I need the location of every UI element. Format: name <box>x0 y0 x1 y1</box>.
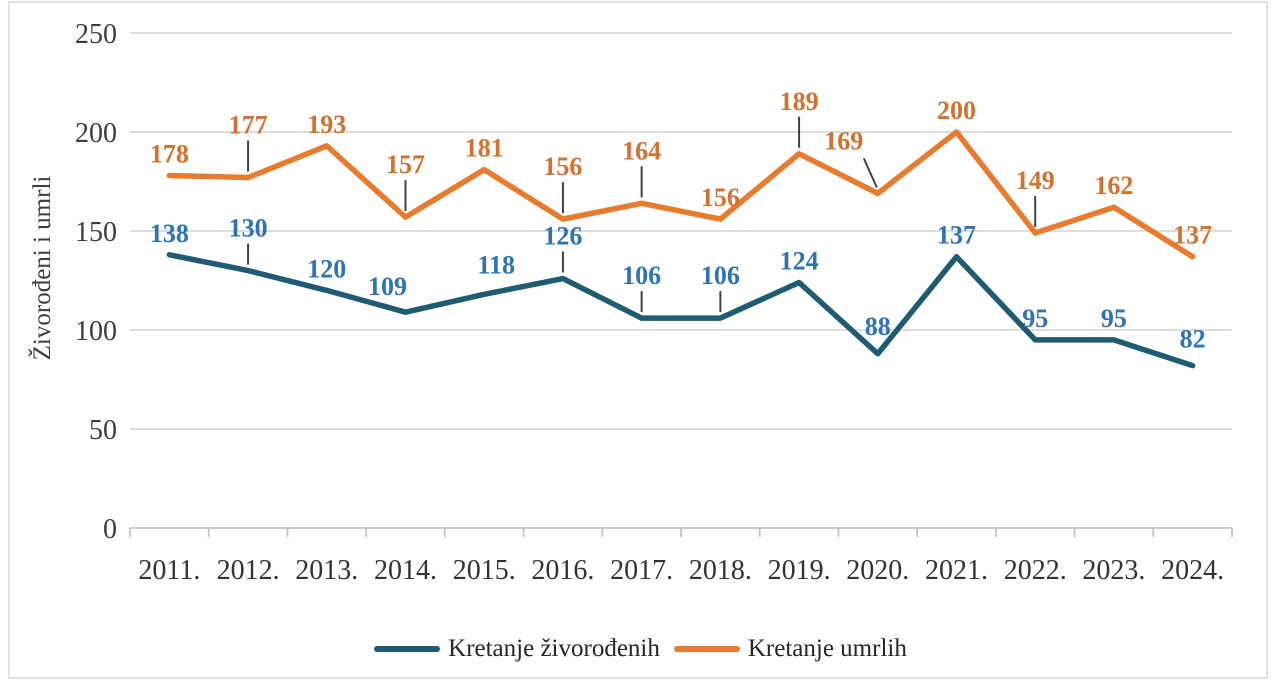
data-label-umrlih-2011: 178 <box>150 140 189 169</box>
data-label-zivorodjenih-2022: 95 <box>1022 304 1048 333</box>
x-tick-label-2016: 2016. <box>531 555 594 586</box>
x-tick-label-2017: 2017. <box>610 555 673 586</box>
y-tick-label-250: 250 <box>75 19 117 50</box>
data-label-zivorodjenih-2023: 95 <box>1101 304 1127 333</box>
data-label-umrlih-2015: 181 <box>465 134 504 163</box>
data-label-zivorodjenih-2012: 130 <box>229 214 268 243</box>
x-tick-label-2022: 2022. <box>1004 555 1067 586</box>
x-tick-label-2012: 2012. <box>217 555 280 586</box>
data-label-umrlih-2023: 162 <box>1094 171 1133 200</box>
data-label-umrlih-2013: 193 <box>307 110 346 139</box>
data-label-umrlih-2022: 149 <box>1016 166 1055 195</box>
data-label-zivorodjenih-2024: 82 <box>1180 325 1206 354</box>
data-label-umrlih-2017: 164 <box>622 136 661 165</box>
data-label-umrlih-2021: 200 <box>937 96 976 125</box>
y-tick-label-0: 0 <box>103 514 117 545</box>
x-tick-label-2013: 2013. <box>295 555 358 586</box>
data-label-zivorodjenih-2016: 126 <box>543 222 582 251</box>
data-label-umrlih-2018: 156 <box>701 183 740 212</box>
x-tick-label-2018: 2018. <box>689 555 752 586</box>
x-tick-label-2021: 2021. <box>925 555 988 586</box>
legend-label: Kretanje živorođenih <box>448 635 660 662</box>
x-tick-label-2019: 2019. <box>768 555 831 586</box>
x-tick-label-2011: 2011. <box>138 555 200 586</box>
y-axis-title: Živorođeni i umrli <box>28 176 56 361</box>
data-label-zivorodjenih-2013: 120 <box>307 254 346 283</box>
data-label-umrlih-2019: 189 <box>780 87 819 116</box>
data-label-zivorodjenih-2018: 106 <box>701 261 740 290</box>
legend-item-kretanje-zivorodjenih: Kretanje živorođenih <box>374 635 660 663</box>
y-tick-label-150: 150 <box>75 217 117 248</box>
data-label-zivorodjenih-2014: 109 <box>368 272 407 301</box>
chart-border <box>8 1 1268 679</box>
chart-legend: Kretanje živorođenih Kretanje umrlih <box>0 635 1281 663</box>
x-tick-label-2015: 2015. <box>453 555 516 586</box>
data-label-zivorodjenih-2020: 88 <box>865 312 891 341</box>
label-leader-line <box>862 157 878 188</box>
legend-item-kretanje-umrlih: Kretanje umrlih <box>673 635 907 663</box>
data-label-umrlih-2012: 177 <box>229 111 268 140</box>
data-label-umrlih-2020: 169 <box>824 126 863 155</box>
data-label-zivorodjenih-2011: 138 <box>150 219 189 248</box>
data-label-umrlih-2016: 156 <box>543 152 582 181</box>
x-tick-label-2024: 2024. <box>1161 555 1224 586</box>
data-label-zivorodjenih-2019: 124 <box>780 246 819 275</box>
data-label-umrlih-2024: 137 <box>1173 221 1212 250</box>
series-line-zivorodjenih <box>166 252 1196 369</box>
legend-label: Kretanje umrlih <box>747 635 907 662</box>
data-label-zivorodjenih-2017: 106 <box>622 261 661 290</box>
data-label-zivorodjenih-2021: 137 <box>937 221 976 250</box>
y-tick-label-50: 50 <box>89 415 117 446</box>
legend-line-swatch-icon <box>673 646 740 652</box>
data-label-zivorodjenih-2015: 118 <box>477 250 515 279</box>
data-label-umrlih-2014: 157 <box>386 150 425 179</box>
x-tick-label-2020: 2020. <box>846 555 909 586</box>
y-tick-label-100: 100 <box>75 316 117 347</box>
legend-line-swatch-icon <box>374 646 441 652</box>
y-tick-label-200: 200 <box>75 118 117 149</box>
x-tick-label-2014: 2014. <box>374 555 437 586</box>
series-line-umrlih <box>166 129 1196 260</box>
x-tick-label-2023: 2023. <box>1082 555 1145 586</box>
